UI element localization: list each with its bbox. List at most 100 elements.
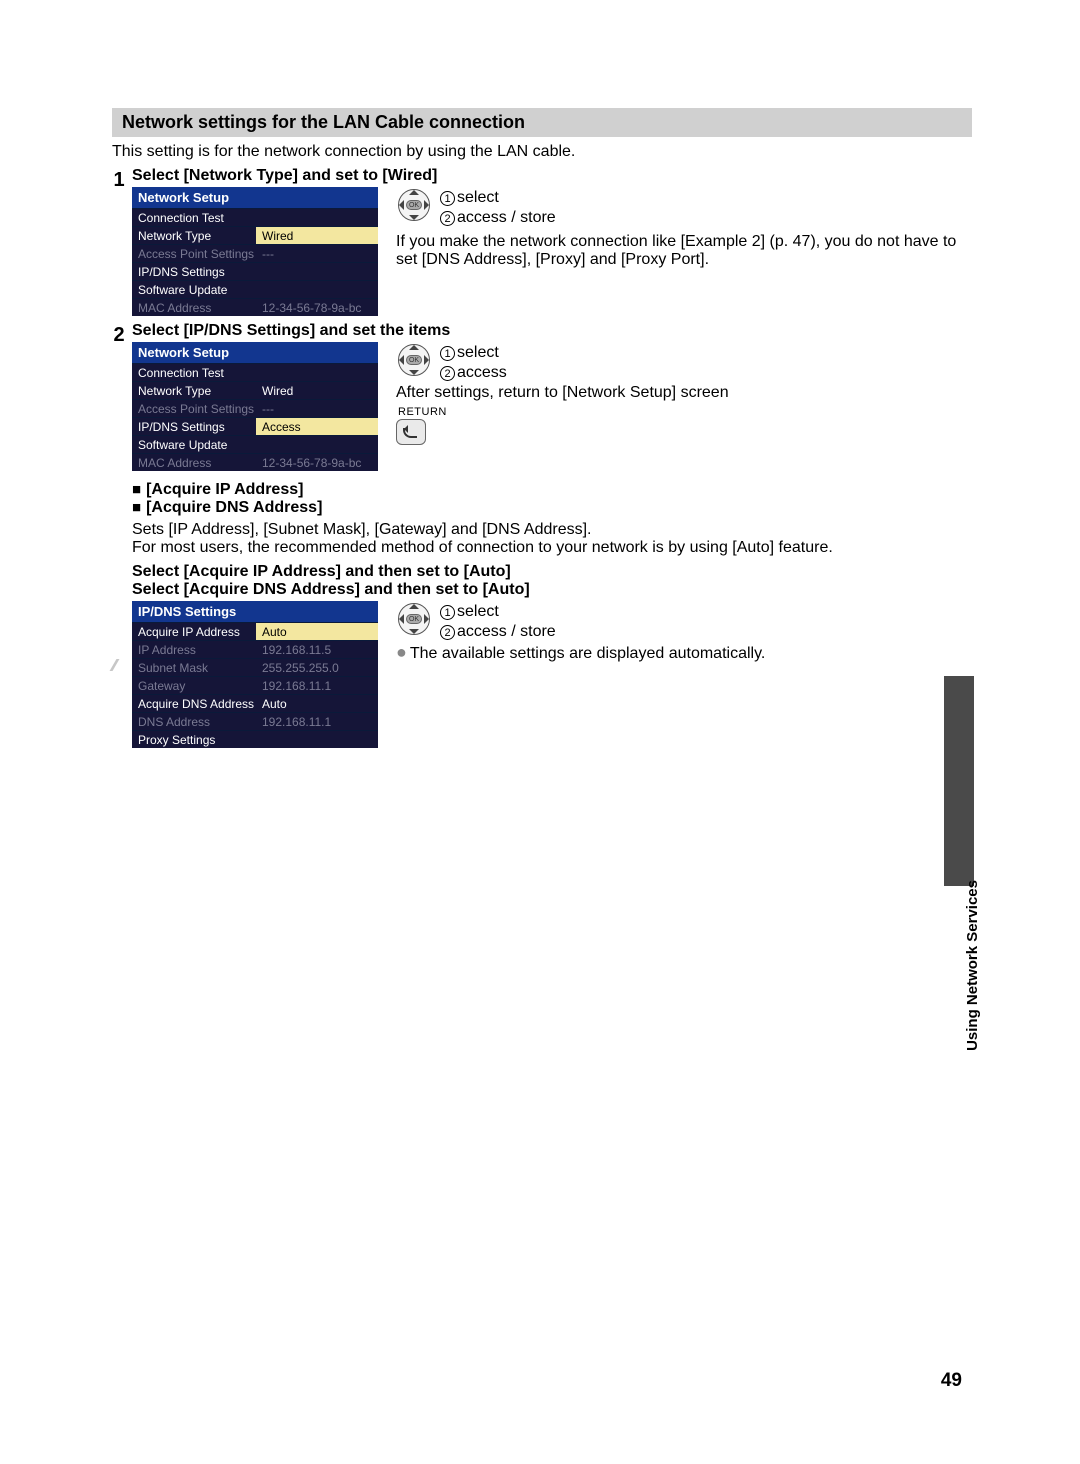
menu-label: Software Update xyxy=(132,436,256,453)
step-heading: Select [IP/DNS Settings] and set the ite… xyxy=(132,322,972,340)
menu-row: IP/DNS SettingsAccess xyxy=(132,417,378,435)
menu-label: Acquire IP Address xyxy=(132,623,256,640)
page-number: 49 xyxy=(941,1370,962,1392)
menu-label: Acquire DNS Address xyxy=(132,695,256,712)
menu-label: Subnet Mask xyxy=(132,659,256,676)
menu-label: Connection Test xyxy=(132,364,256,381)
step2-right: OK 1select 2access After settings, retur… xyxy=(396,342,972,445)
acquire-body2: For most users, the recommended method o… xyxy=(132,539,972,557)
menu-value xyxy=(256,731,378,748)
acquire-body1: Sets [IP Address], [Subnet Mask], [Gatew… xyxy=(132,521,972,539)
menu-title: IP/DNS Settings xyxy=(132,601,378,622)
menu-value: 12-34-56-78-9a-bc xyxy=(256,454,378,471)
side-tab xyxy=(944,676,974,886)
step-1: 1 Select [Network Type] and set to [Wire… xyxy=(112,167,972,316)
menu-label: Gateway xyxy=(132,677,256,694)
ok-icon: OK xyxy=(406,614,422,624)
acquire-dns-head: ■[Acquire DNS Address] xyxy=(132,499,972,517)
bullet-icon: ● xyxy=(396,642,407,662)
label-access-store: access / store xyxy=(457,623,556,641)
acquire-right: OK 1select 2access / store ●The availabl… xyxy=(396,601,972,663)
dpad-icon: OK xyxy=(396,187,432,223)
menu-row: IP Address192.168.11.5 xyxy=(132,640,378,658)
menu-label: Network Type xyxy=(132,382,256,399)
menu-value xyxy=(256,364,378,381)
menu-value: 192.168.11.1 xyxy=(256,713,378,730)
label-select: select xyxy=(457,603,499,621)
menu-row: Connection Test xyxy=(132,208,378,226)
menu-value xyxy=(256,209,378,226)
menu-row: Gateway192.168.11.1 xyxy=(132,676,378,694)
menu-label: MAC Address xyxy=(132,454,256,471)
menu-value xyxy=(256,281,378,298)
circ-1: 1 xyxy=(440,346,455,361)
acquire-ip-head: ■[Acquire IP Address] xyxy=(132,481,972,499)
ipdns-menu: IP/DNS Settings Acquire IP AddressAutoIP… xyxy=(132,601,378,748)
menu-value xyxy=(256,436,378,453)
circ-2: 2 xyxy=(440,625,455,640)
dpad-icon: OK xyxy=(396,342,432,378)
menu-label: Proxy Settings xyxy=(132,731,256,748)
network-setup-menu-2: Network Setup Connection TestNetwork Typ… xyxy=(132,342,378,471)
menu-row: Access Point Settings--- xyxy=(132,399,378,417)
menu-row: Software Update xyxy=(132,435,378,453)
menu-label: Access Point Settings xyxy=(132,400,256,417)
label-select: select xyxy=(457,344,499,362)
menu-label: MAC Address xyxy=(132,299,256,316)
acquire-h4: Select [Acquire DNS Address] and then se… xyxy=(132,581,972,599)
menu-label: Network Type xyxy=(132,227,256,244)
intro-text: This setting is for the network connecti… xyxy=(112,143,972,161)
menu-row: Proxy Settings xyxy=(132,730,378,748)
menu-row: MAC Address12-34-56-78-9a-bc xyxy=(132,453,378,471)
ok-icon: OK xyxy=(406,200,422,210)
menu-label: DNS Address xyxy=(132,713,256,730)
label-access: access xyxy=(457,364,507,382)
page-content: Network settings for the LAN Cable conne… xyxy=(112,108,972,748)
step-number: 2 xyxy=(106,322,132,748)
menu-value: 192.168.11.5 xyxy=(256,641,378,658)
menu-row: IP/DNS Settings xyxy=(132,262,378,280)
circ-2: 2 xyxy=(440,211,455,226)
menu-label: Connection Test xyxy=(132,209,256,226)
menu-row: Acquire DNS AddressAuto xyxy=(132,694,378,712)
dpad-icon: OK xyxy=(396,601,432,637)
menu-value: 255.255.255.0 xyxy=(256,659,378,676)
circ-1: 1 xyxy=(440,605,455,620)
menu-value: --- xyxy=(256,400,378,417)
menu-value: Auto xyxy=(256,623,378,640)
return-button-icon xyxy=(396,419,426,445)
menu-row: Subnet Mask255.255.255.0 xyxy=(132,658,378,676)
menu-title: Network Setup xyxy=(132,187,378,208)
menu-value: --- xyxy=(256,245,378,262)
acquire-note: The available settings are displayed aut… xyxy=(410,645,765,662)
step1-right: OK 1select 2access / store If you make t… xyxy=(396,187,972,269)
menu-value: Access xyxy=(256,418,378,435)
menu-row: Network TypeWired xyxy=(132,381,378,399)
menu-label: Software Update xyxy=(132,281,256,298)
menu-value: Wired xyxy=(256,227,378,244)
menu-label: Access Point Settings xyxy=(132,245,256,262)
menu-value: 192.168.11.1 xyxy=(256,677,378,694)
menu-row: DNS Address192.168.11.1 xyxy=(132,712,378,730)
menu-row: Connection Test xyxy=(132,363,378,381)
menu-row: MAC Address12-34-56-78-9a-bc xyxy=(132,298,378,316)
circ-2: 2 xyxy=(440,366,455,381)
menu-row: Network TypeWired xyxy=(132,226,378,244)
menu-title: Network Setup xyxy=(132,342,378,363)
acquire-h3: Select [Acquire IP Address] and then set… xyxy=(132,563,972,581)
menu-label: IP/DNS Settings xyxy=(132,263,256,280)
menu-row: Acquire IP AddressAuto xyxy=(132,622,378,640)
menu-value: Auto xyxy=(256,695,378,712)
label-select: select xyxy=(457,189,499,207)
menu-row: Software Update xyxy=(132,280,378,298)
return-label: RETURN xyxy=(398,406,972,418)
step-number: 1 xyxy=(106,167,132,316)
menu-value xyxy=(256,263,378,280)
circ-1: 1 xyxy=(440,191,455,206)
step-2: 2 Select [IP/DNS Settings] and set the i… xyxy=(112,322,972,748)
network-setup-menu-1: Network Setup Connection TestNetwork Typ… xyxy=(132,187,378,316)
side-label: Using Network Services xyxy=(964,880,981,1051)
ok-icon: OK xyxy=(406,355,422,365)
menu-row: Access Point Settings--- xyxy=(132,244,378,262)
menu-label: IP Address xyxy=(132,641,256,658)
